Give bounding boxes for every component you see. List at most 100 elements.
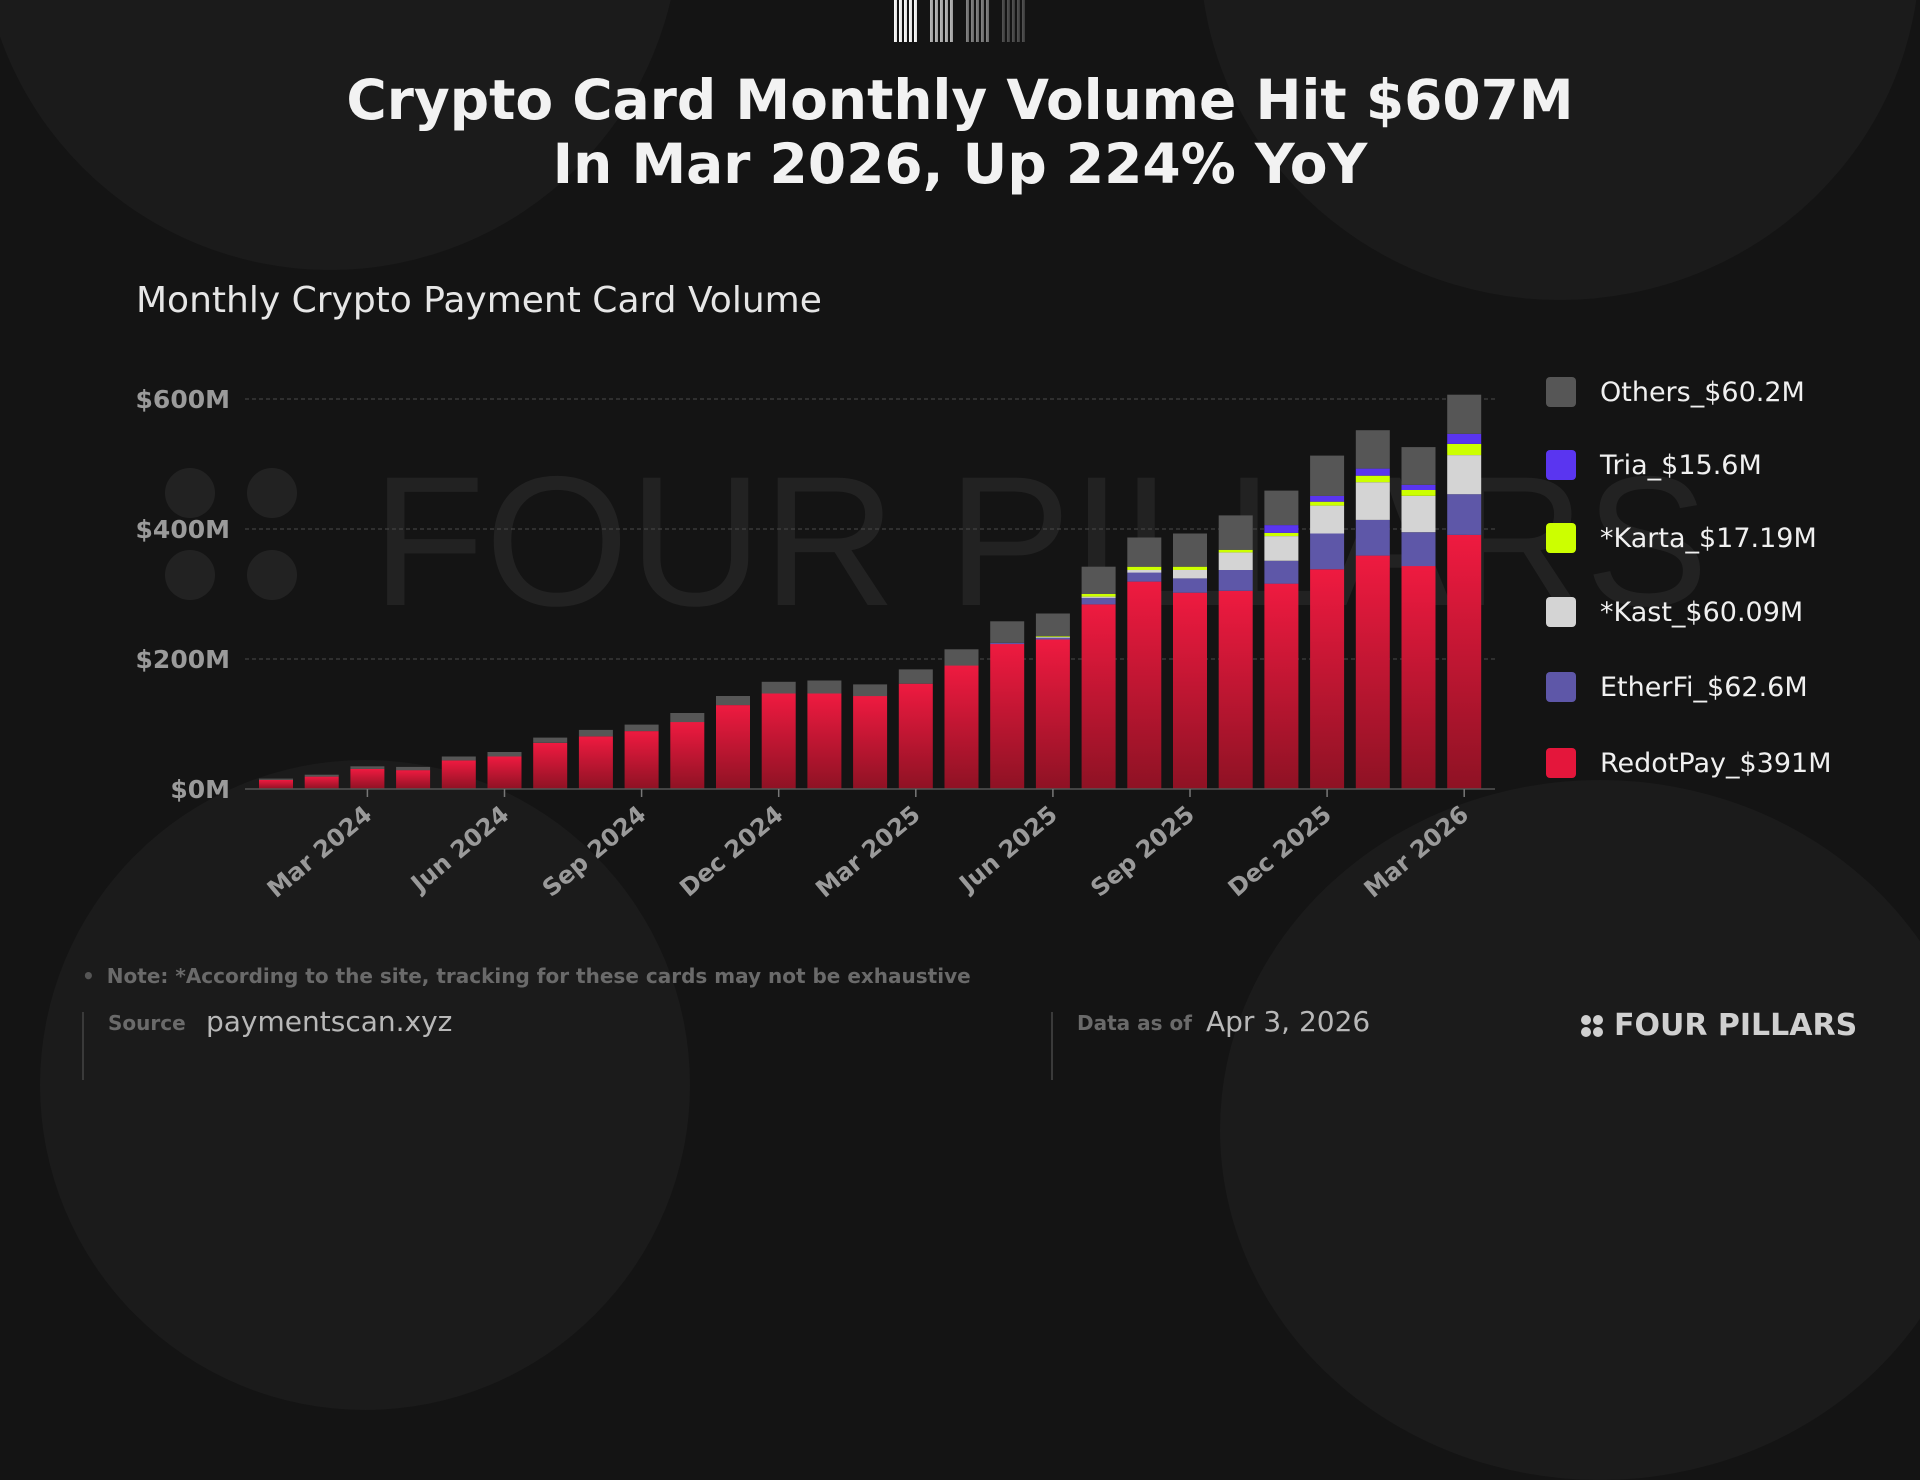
- bar-segment: [1081, 566, 1116, 594]
- bar-segment: [487, 756, 522, 789]
- bar-segment: [1173, 570, 1207, 579]
- bar-segment: [1447, 534, 1482, 789]
- footnote-text: Note: *According to the site, tracking f…: [106, 964, 971, 988]
- legend-swatch: [1546, 450, 1576, 480]
- bar-segment: [1218, 590, 1253, 790]
- bar-segment: [441, 756, 476, 761]
- bar-segment: [350, 766, 385, 769]
- bar-segment: [1081, 596, 1116, 598]
- bar-segment: [1127, 572, 1162, 582]
- brand-name: FOUR PILLARS: [1614, 1008, 1858, 1043]
- bar-segment: [1218, 549, 1253, 553]
- bar-segment: [1355, 468, 1390, 476]
- y-tick-label: $600M: [136, 385, 230, 414]
- bar-segment: [1310, 501, 1345, 506]
- legend-swatch: [1546, 377, 1576, 407]
- bar-segment: [396, 770, 431, 789]
- bar-segment: [441, 760, 476, 789]
- bullet-dot-icon: •: [82, 964, 95, 988]
- bar-segment: [1127, 570, 1162, 573]
- bar-segment: [1310, 533, 1345, 570]
- bar-segment: [1401, 566, 1436, 789]
- bar-segment: [1447, 394, 1482, 434]
- stacked-bar-chart: FOUR PILLARS $0M $200M $400M $600M Mar 2024 J…: [136, 385, 1709, 903]
- bar-segment: [807, 693, 842, 789]
- watermark-group: FOUR PILLARS: [165, 439, 1708, 645]
- bar-segment: [1447, 433, 1482, 444]
- barcode-logo-icon: [894, 0, 1025, 42]
- legend-label: *Kast_$60.09M: [1600, 596, 1804, 628]
- y-tick-label: $200M: [136, 645, 230, 674]
- bar-segment: [1310, 569, 1345, 789]
- bar-segment: [1173, 592, 1207, 789]
- legend-item: *Kast_$60.09M: [1546, 592, 1803, 632]
- bar-segment: [1355, 519, 1390, 556]
- bar-segment: [1218, 515, 1253, 550]
- x-tick-label: Jun 2024: [404, 800, 514, 899]
- bar-segment: [1264, 532, 1299, 537]
- x-tick-label: Mar 2025: [810, 800, 925, 903]
- headline-line-1: Crypto Card Monthly Volume Hit $607M: [346, 68, 1574, 132]
- bar-segment: [1401, 532, 1436, 567]
- grid-lines: [245, 398, 1495, 660]
- legend-swatch: [1546, 748, 1576, 778]
- bar-segment: [670, 722, 705, 789]
- legend-swatch: [1546, 597, 1576, 627]
- date-label: Data as of: [1077, 1011, 1192, 1035]
- bar-segment: [1264, 525, 1299, 533]
- chart-title: Monthly Crypto Payment Card Volume: [136, 280, 822, 321]
- x-tick-label: Mar 2024: [262, 800, 377, 903]
- legend-swatch: [1546, 672, 1576, 702]
- headline-line-2: In Mar 2026, Up 224% YoY: [552, 132, 1368, 196]
- x-tick-label: Sep 2025: [1085, 800, 1199, 902]
- bar-segment: [1264, 560, 1299, 584]
- bar-segment: [396, 766, 431, 771]
- legend-label: RedotPay_$391M: [1600, 747, 1832, 779]
- bar-segment: [853, 696, 888, 789]
- bar-segment: [578, 729, 613, 737]
- bar-segment: [1173, 533, 1207, 567]
- legend-item: Tria_$15.6M: [1546, 445, 1762, 485]
- bar-segment: [761, 681, 796, 694]
- bar-segment: [624, 731, 659, 789]
- bar-segment: [1264, 490, 1299, 526]
- bar-segment: [807, 680, 842, 694]
- bar-segment: [1401, 495, 1436, 533]
- bar-segment: [1310, 505, 1345, 534]
- bar-segment: [533, 737, 568, 743]
- x-tick-label: Sep 2024: [537, 800, 651, 902]
- bar-segment: [1447, 443, 1482, 456]
- bar-segment: [898, 669, 933, 684]
- bar-segment: [1127, 537, 1162, 567]
- bar-segment: [1081, 604, 1116, 789]
- brand-logo: FOUR PILLARS: [1580, 1008, 1857, 1043]
- watermark-dot-icon: [247, 550, 297, 600]
- bar-segment: [944, 665, 979, 789]
- bar-segment: [487, 752, 522, 757]
- bar-segment: [1264, 583, 1299, 789]
- bar-segment: [1355, 555, 1390, 789]
- source-label: Source: [108, 1011, 186, 1035]
- bar-segment: [670, 713, 705, 723]
- bar-segment: [1310, 455, 1345, 496]
- x-tick-label: Dec 2024: [674, 800, 788, 902]
- bar-segment: [990, 642, 1025, 645]
- bar-segment: [304, 774, 339, 777]
- footer-divider: [1051, 1012, 1053, 1080]
- bar-segment: [1401, 490, 1436, 496]
- bar-segment: [716, 705, 750, 789]
- bar-segment: [716, 696, 750, 706]
- bar-segment: [350, 768, 385, 789]
- x-tick-label: Jun 2025: [953, 800, 1063, 899]
- bar-segment: [1355, 430, 1390, 469]
- bar-segment: [1081, 594, 1116, 597]
- y-tick-label: $0M: [170, 775, 230, 804]
- bar-segment: [1218, 570, 1253, 591]
- bar-segment: [1447, 494, 1482, 535]
- bar-segment: [1127, 566, 1162, 570]
- x-tick-label: Mar 2026: [1359, 800, 1474, 903]
- footer-divider: [82, 1012, 84, 1080]
- bar-segment: [944, 649, 979, 666]
- bar-segment: [1355, 475, 1390, 483]
- legend-label: Tria_$15.6M: [1600, 449, 1762, 481]
